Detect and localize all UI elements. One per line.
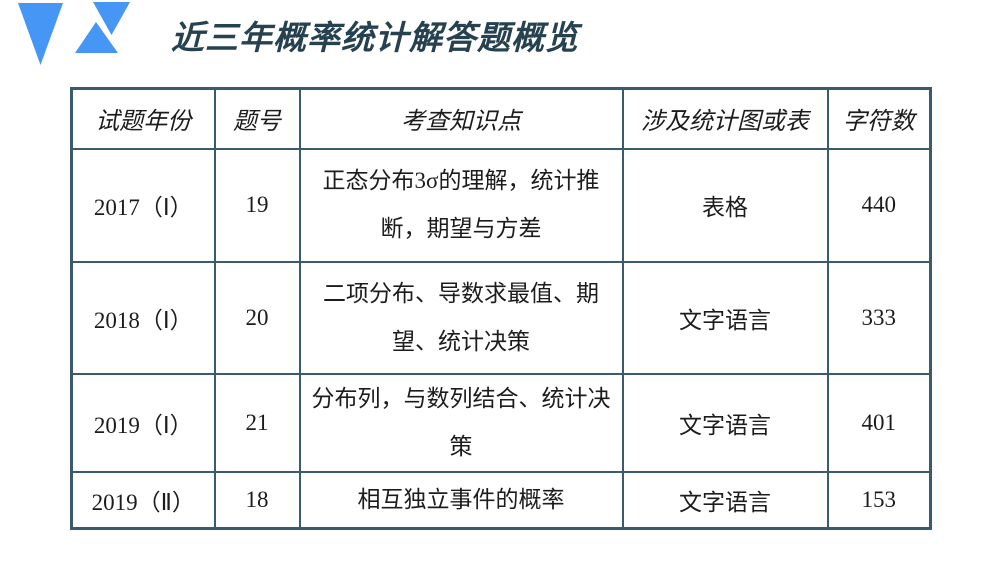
cell-number: 20: [213, 260, 301, 375]
cell-knowledge: 二项分布、导数求最值、期望、统计决策: [298, 260, 624, 375]
exam-overview-table: 试题年份 题号 考查知识点 涉及统计图或表 字符数 2017（Ⅰ） 19 正态分…: [70, 87, 932, 530]
cell-year: 2019（Ⅱ）: [70, 470, 216, 530]
cell-chart: 文字语言: [621, 470, 829, 530]
table-row: 2017（Ⅰ） 19 正态分布3σ的理解，统计推断，期望与方差 表格 440: [70, 147, 932, 263]
cell-number: 18: [213, 470, 301, 530]
header-cell-number: 题号: [213, 87, 301, 150]
header-cell-chars: 字符数: [826, 87, 932, 150]
cell-knowledge: 相互独立事件的概率: [298, 470, 624, 530]
cell-knowledge: 正态分布3σ的理解，统计推断，期望与方差: [298, 147, 624, 263]
cell-chart: 文字语言: [621, 260, 829, 375]
table-header-row: 试题年份 题号 考查知识点 涉及统计图或表 字符数: [70, 87, 932, 150]
cell-number: 21: [213, 372, 301, 473]
table-row: 2018（Ⅰ） 20 二项分布、导数求最值、期望、统计决策 文字语言 333: [70, 260, 932, 375]
cell-year: 2018（Ⅰ）: [70, 260, 216, 375]
cell-chart: 表格: [621, 147, 829, 263]
cell-chars: 401: [826, 372, 932, 473]
cell-chart: 文字语言: [621, 372, 829, 473]
cell-year: 2017（Ⅰ）: [70, 147, 216, 263]
cell-chars: 440: [826, 147, 932, 263]
cell-chars: 153: [826, 470, 932, 530]
page-title: 近三年概率统计解答题概览: [171, 21, 579, 57]
triangles-logo-icon: [18, 2, 130, 65]
header-cell-year: 试题年份: [70, 87, 216, 150]
cell-knowledge: 分布列，与数列结合、统计决策: [298, 372, 624, 473]
header-cell-chart: 涉及统计图或表: [621, 87, 829, 150]
cell-number: 19: [213, 147, 301, 263]
cell-chars: 333: [826, 260, 932, 375]
table-row: 2019（Ⅱ） 18 相互独立事件的概率 文字语言 153: [70, 470, 932, 530]
cell-year: 2019（Ⅰ）: [70, 372, 216, 473]
header-cell-knowledge: 考查知识点: [298, 87, 624, 150]
table-row: 2019（Ⅰ） 21 分布列，与数列结合、统计决策 文字语言 401: [70, 372, 932, 473]
